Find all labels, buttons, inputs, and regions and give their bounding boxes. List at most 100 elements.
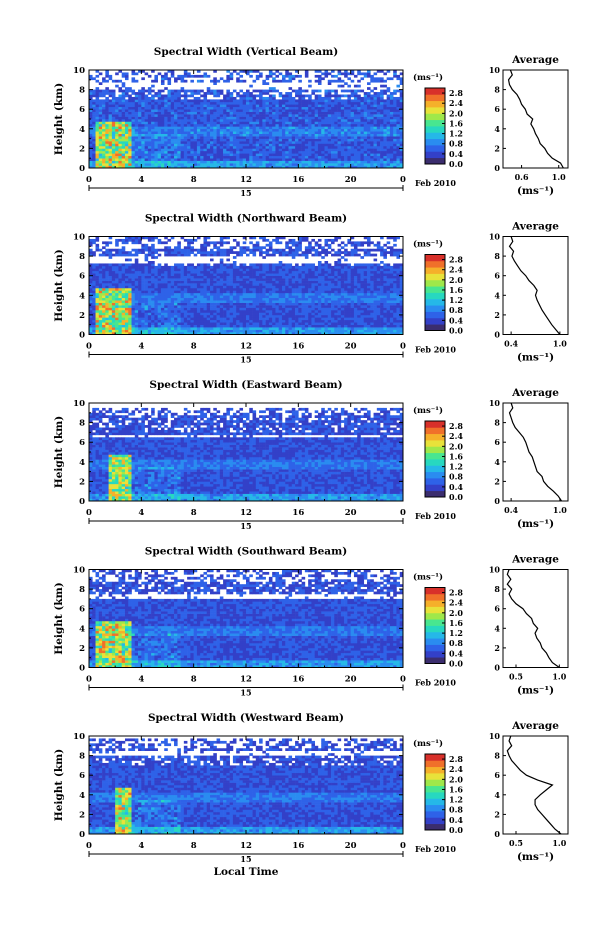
heatmap-cell: [298, 95, 302, 98]
heatmap-cell: [256, 95, 260, 98]
heatmap-cell: [328, 92, 332, 95]
heatmap-cell: [168, 99, 172, 102]
heatmap-cell: [128, 268, 132, 271]
heatmap-cell: [105, 254, 109, 257]
heatmap-cell: [210, 148, 214, 151]
heatmap-cell: [275, 161, 279, 164]
heatmap-cell: [311, 117, 315, 120]
heatmap-cell: [128, 315, 132, 318]
heatmap-cell: [396, 163, 400, 166]
heatmap-cell: [243, 305, 247, 308]
heatmap-cell: [194, 322, 198, 325]
heatmap-cell: [239, 288, 243, 291]
heatmap-cell: [190, 136, 194, 139]
heatmap-cell: [203, 104, 207, 107]
heatmap-cell: [96, 114, 100, 117]
heatmap-cell: [187, 254, 191, 257]
heatmap-cell: [151, 102, 155, 105]
heatmap-cell: [197, 273, 201, 276]
heatmap-cell: [207, 117, 211, 120]
heatmap-cell: [393, 141, 397, 144]
heatmap-cell: [125, 87, 129, 90]
heatmap-cell: [151, 327, 155, 330]
heatmap-cell: [118, 325, 122, 328]
heatmap-cell: [354, 131, 358, 134]
heatmap-cell: [128, 104, 132, 107]
heatmap-cell: [272, 163, 276, 166]
heatmap-cell: [203, 322, 207, 325]
heatmap-cell: [181, 322, 185, 325]
heatmap-cell: [217, 241, 221, 244]
heatmap-cell: [177, 146, 181, 149]
heatmap-cell: [112, 139, 116, 142]
heatmap-cell: [230, 278, 234, 281]
heatmap-cell: [187, 102, 191, 105]
heatmap-cell: [171, 92, 175, 95]
heatmap-cell: [289, 141, 293, 144]
heatmap-cell: [168, 119, 172, 122]
heatmap-cell: [190, 312, 194, 315]
heatmap-cell: [217, 303, 221, 306]
colorbar-tick-label: 0.4: [449, 149, 463, 159]
heatmap-cell: [197, 271, 201, 274]
heatmap-cell: [246, 129, 250, 132]
heatmap-cell: [96, 109, 100, 112]
heatmap-cell: [112, 288, 116, 291]
heatmap-cell: [161, 268, 165, 271]
heatmap-cell: [351, 109, 355, 112]
heatmap-cell: [102, 246, 106, 249]
heatmap-cell: [367, 144, 371, 147]
heatmap-cell: [122, 283, 126, 286]
heatmap-cell: [177, 99, 181, 102]
heatmap-cell: [197, 293, 201, 296]
heatmap-cell: [171, 305, 175, 308]
heatmap-cell: [200, 119, 204, 122]
heatmap-cell: [302, 139, 306, 142]
heatmap-cell: [370, 119, 374, 122]
heatmap-cell: [230, 121, 234, 124]
heatmap-cell: [89, 134, 93, 137]
heatmap-cell: [92, 114, 96, 117]
heatmap-cell: [168, 107, 172, 110]
heatmap-cell: [285, 92, 289, 95]
heatmap-cell: [344, 114, 348, 117]
heatmap-cell: [135, 119, 139, 122]
heatmap-cell: [338, 119, 342, 122]
heatmap-cell: [357, 156, 361, 159]
heatmap-cell: [325, 161, 329, 164]
heatmap-cell: [360, 124, 364, 127]
heatmap-cell: [305, 156, 309, 159]
heatmap-cell: [197, 278, 201, 281]
heatmap-cell: [109, 109, 113, 112]
heatmap-cell: [331, 117, 335, 120]
heatmap-cell: [262, 104, 266, 107]
heatmap-cell: [285, 112, 289, 115]
heatmap-cell: [243, 134, 247, 137]
heatmap-cell: [321, 151, 325, 154]
heatmap-cell: [377, 109, 381, 112]
heatmap-cell: [275, 126, 279, 129]
heatmap-cell: [112, 144, 116, 147]
heatmap-cell: [132, 300, 136, 303]
heatmap-cell: [226, 95, 230, 98]
heatmap-cell: [122, 322, 126, 325]
heatmap-cell: [233, 312, 237, 315]
x-tick-label: 8: [191, 175, 197, 185]
heatmap-cell: [138, 148, 142, 151]
heatmap-cell: [158, 320, 162, 323]
heatmap-cell: [145, 144, 149, 147]
heatmap-cell: [230, 322, 234, 325]
heatmap-cell: [217, 325, 221, 328]
heatmap-cell: [230, 144, 234, 147]
heatmap-cell: [145, 330, 149, 333]
heatmap-cell: [213, 268, 217, 271]
heatmap-cell: [184, 276, 188, 279]
heatmap-cell: [239, 271, 243, 274]
heatmap-cell: [233, 271, 237, 274]
heatmap-cell: [112, 156, 116, 159]
heatmap-cell: [374, 102, 378, 105]
heatmap-cell: [197, 114, 201, 117]
heatmap-cell: [315, 163, 319, 166]
heatmap-cell: [217, 305, 221, 308]
heatmap-cell: [213, 295, 217, 298]
